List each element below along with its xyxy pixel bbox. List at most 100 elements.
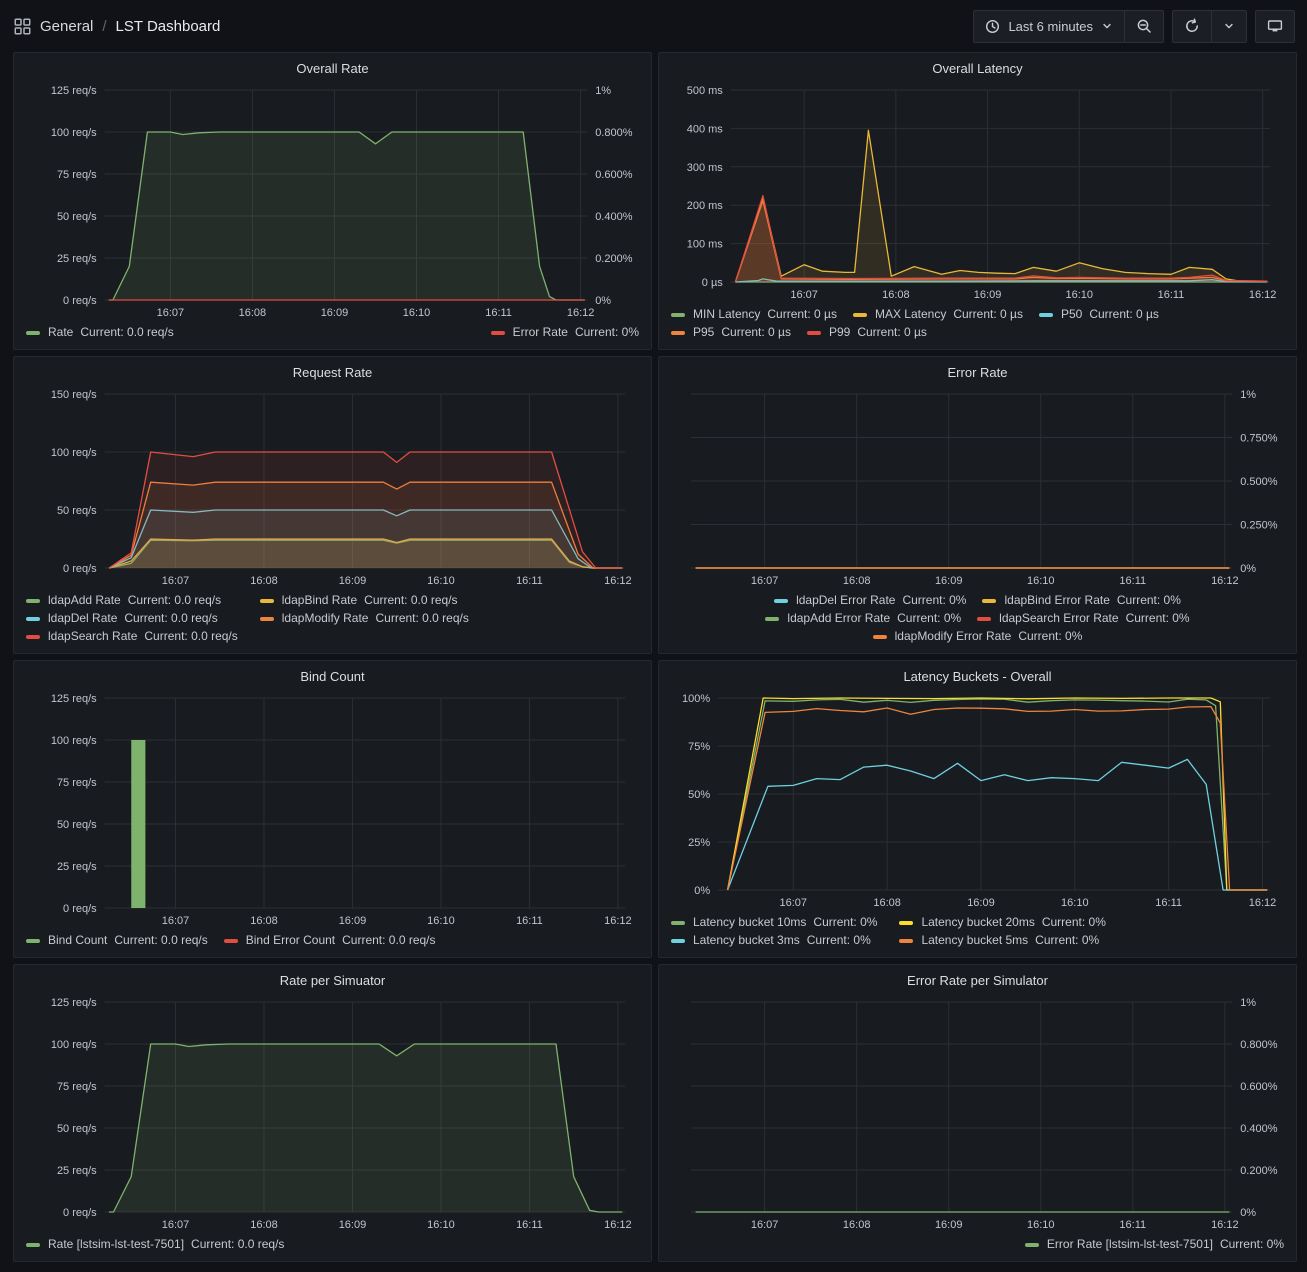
chart-canvas[interactable]: 0% 25% 50% 75% 100% 16:07 16:08 16:09 16:10 16:11… — [669, 688, 1286, 912]
legend-item[interactable]: Latency bucket 20ms Current: 0% — [899, 914, 1106, 931]
svg-text:16:10: 16:10 — [427, 1219, 455, 1231]
legend-item[interactable]: P50 Current: 0 µs — [1038, 306, 1159, 323]
series-swatch — [852, 312, 867, 317]
svg-text:16:10: 16:10 — [1027, 1219, 1055, 1231]
chart-bind-count[interactable]: 0 req/s 25 req/s 50 req/s 75 req/s 100 req/s… — [24, 688, 641, 930]
chart-overall-rate[interactable]: 0 req/s 0% 25 req/s 0.200% 50 req/s 0.400% 75 … — [24, 80, 641, 322]
chart-overall-latency[interactable]: 0 µs 100 ms 200 ms 300 ms 400 ms 500 ms 16:07 1… — [669, 80, 1286, 304]
legend-item[interactable]: ldapDel Error Rate Current: 0% — [774, 592, 966, 609]
series-current-value: Current: 0% — [806, 933, 871, 947]
panel-title-overall-latency[interactable]: Overall Latency — [932, 61, 1023, 76]
legend-item[interactable]: Rate Current: 0.0 req/s — [26, 324, 174, 341]
legend-error-rate: ldapDel Error Rate Current: 0% ldapBind Er… — [669, 590, 1286, 645]
chart-canvas[interactable]: 0 µs 100 ms 200 ms 300 ms 400 ms 500 ms 16:07 1… — [669, 80, 1286, 304]
refresh-interval-button[interactable] — [1212, 9, 1247, 43]
series-current-value: Current: 0.0 req/s — [127, 593, 222, 607]
legend-item[interactable]: ldapModify Rate Current: 0.0 req/s — [259, 610, 469, 627]
series-swatch — [774, 598, 789, 603]
legend-item[interactable]: P99 Current: 0 µs — [806, 324, 927, 341]
svg-text:0.800%: 0.800% — [595, 127, 633, 139]
panel-title-latency-buckets-overall[interactable]: Latency Buckets - Overall — [903, 669, 1052, 684]
svg-text:16:08: 16:08 — [250, 1219, 278, 1231]
legend-item[interactable]: Error Rate Current: 0% — [490, 324, 639, 341]
svg-text:16:11: 16:11 — [516, 1219, 543, 1231]
refresh-button[interactable] — [1172, 9, 1212, 43]
legend-item[interactable]: Error Rate [lstsim-lst-test-7501] Current… — [1024, 1236, 1284, 1253]
svg-text:16:07: 16:07 — [780, 897, 808, 909]
legend-item[interactable]: ldapAdd Error Rate Current: 0% — [765, 610, 961, 627]
svg-text:16:10: 16:10 — [403, 307, 431, 319]
tv-kiosk-button[interactable] — [1255, 9, 1295, 43]
legend-item[interactable]: ldapModify Error Rate Current: 0% — [872, 628, 1082, 645]
legend-rate-per-simuator: Rate [lstsim-lst-test-7501] Current: 0.0 … — [24, 1234, 641, 1253]
panel-title-bind-count[interactable]: Bind Count — [300, 669, 365, 684]
panel-title-overall-rate[interactable]: Overall Rate — [296, 61, 369, 76]
kiosk-group — [1255, 9, 1295, 43]
legend-item[interactable]: ldapSearch Rate Current: 0.0 req/s — [26, 628, 238, 645]
time-range-label: Last 6 minutes — [1008, 18, 1093, 34]
legend-item[interactable]: Bind Count Current: 0.0 req/s — [26, 932, 208, 949]
legend-item[interactable]: MAX Latency Current: 0 µs — [852, 306, 1023, 323]
legend-item[interactable]: Latency bucket 5ms Current: 0% — [899, 932, 1105, 949]
svg-text:16:09: 16:09 — [935, 1219, 963, 1231]
series-swatch — [1024, 1242, 1039, 1247]
legend-item[interactable]: MIN Latency Current: 0 µs — [671, 306, 837, 323]
series-current-value: Current: 0% — [813, 915, 878, 929]
series-label: Latency bucket 20ms — [921, 915, 1035, 929]
svg-text:100 req/s: 100 req/s — [51, 1039, 97, 1051]
series-current-value: Current: 0 µs — [953, 307, 1023, 321]
chart-error-rate-per-simulator[interactable]: 0% 0.200% 0.400% 0.600% 0.800% 1% 16:07 16:08 16… — [669, 992, 1286, 1234]
series-label: MAX Latency — [874, 307, 947, 321]
svg-text:16:11: 16:11 — [516, 575, 543, 587]
legend-item[interactable]: ldapBind Error Rate Current: 0% — [982, 592, 1181, 609]
svg-text:0.600%: 0.600% — [595, 169, 633, 181]
legend-item[interactable]: Latency bucket 3ms Current: 0% — [671, 932, 877, 949]
legend-item[interactable]: ldapAdd Rate Current: 0.0 req/s — [26, 592, 238, 609]
series-label: Bind Error Count — [245, 933, 336, 947]
breadcrumb-folder[interactable]: General — [40, 17, 94, 35]
zoom-out-button[interactable] — [1125, 9, 1164, 43]
series-label: Error Rate — [512, 325, 568, 339]
time-range-button[interactable]: Last 6 minutes — [973, 9, 1125, 43]
chart-canvas[interactable]: 0 req/s 0% 25 req/s 0.200% 50 req/s 0.400% 75 … — [24, 80, 641, 322]
svg-text:0%: 0% — [1240, 563, 1256, 575]
chart-latency-buckets-overall[interactable]: 0% 25% 50% 75% 100% 16:07 16:08 16:09 16:10 16:11… — [669, 688, 1286, 912]
chart-canvas[interactable]: 0 req/s 25 req/s 50 req/s 75 req/s 100 req/s… — [24, 992, 641, 1234]
panel-title-error-rate-per-simulator[interactable]: Error Rate per Simulator — [907, 973, 1048, 988]
legend-item[interactable]: ldapDel Rate Current: 0.0 req/s — [26, 610, 238, 627]
panel-title-error-rate[interactable]: Error Rate — [947, 365, 1008, 380]
panel-title-rate-per-simuator[interactable]: Rate per Simuator — [279, 973, 386, 988]
svg-text:16:11: 16:11 — [1155, 897, 1182, 909]
legend-item[interactable]: ldapBind Rate Current: 0.0 req/s — [259, 592, 469, 609]
panel-title-request-rate[interactable]: Request Rate — [292, 365, 373, 380]
chart-rate-per-simuator[interactable]: 0 req/s 25 req/s 50 req/s 75 req/s 100 req/s… — [24, 992, 641, 1234]
legend-item[interactable]: Rate [lstsim-lst-test-7501] Current: 0.0 … — [26, 1236, 284, 1253]
legend-item[interactable]: Latency bucket 10ms Current: 0% — [671, 914, 877, 931]
svg-text:0.800%: 0.800% — [1240, 1039, 1278, 1051]
series-label: Error Rate [lstsim-lst-test-7501] — [1046, 1237, 1213, 1251]
chart-canvas[interactable]: 0 req/s 50 req/s 100 req/s 150 req/s 16:07 16… — [24, 384, 641, 590]
chart-request-rate[interactable]: 0 req/s 50 req/s 100 req/s 150 req/s 16:07 16… — [24, 384, 641, 590]
chart-error-rate[interactable]: 0% 0.250% 0.500% 0.750% 1% 16:07 16:08 16:09 16:… — [669, 384, 1286, 590]
svg-text:16:10: 16:10 — [427, 915, 455, 927]
series-swatch — [26, 1242, 40, 1247]
svg-text:0.600%: 0.600% — [1240, 1081, 1278, 1093]
legend-item[interactable]: ldapSearch Error Rate Current: 0% — [977, 610, 1190, 627]
chart-canvas[interactable]: 0% 0.250% 0.500% 0.750% 1% 16:07 16:08 16:09 16:… — [669, 384, 1286, 590]
legend-item[interactable]: P95 Current: 0 µs — [671, 324, 791, 341]
legend-error-rate-per-simulator: Error Rate [lstsim-lst-test-7501] Current… — [669, 1234, 1286, 1253]
svg-text:100%: 100% — [682, 693, 710, 705]
svg-text:25%: 25% — [688, 837, 710, 849]
svg-text:16:11: 16:11 — [516, 915, 543, 927]
svg-text:16:07: 16:07 — [162, 1219, 190, 1231]
legend-item[interactable]: Bind Error Count Current: 0.0 req/s — [223, 932, 436, 949]
svg-text:25 req/s: 25 req/s — [57, 253, 97, 265]
svg-text:50 req/s: 50 req/s — [57, 819, 97, 831]
chart-canvas[interactable]: 0% 0.200% 0.400% 0.600% 0.800% 1% 16:07 16:08 16… — [669, 992, 1286, 1234]
panel-overall-rate: Overall Rate 0 req/s 0% 25 req/s 0.200% 50 re… — [13, 52, 652, 350]
series-label: P95 — [693, 325, 715, 339]
panel-error-rate: Error Rate 0% 0.250% 0.500% 0.750% 1% 16:07 16:… — [658, 356, 1297, 654]
chart-canvas[interactable]: 0 req/s 25 req/s 50 req/s 75 req/s 100 req/s… — [24, 688, 641, 930]
dashboard-title[interactable]: LST Dashboard — [115, 17, 221, 35]
svg-text:0%: 0% — [1240, 1207, 1256, 1219]
